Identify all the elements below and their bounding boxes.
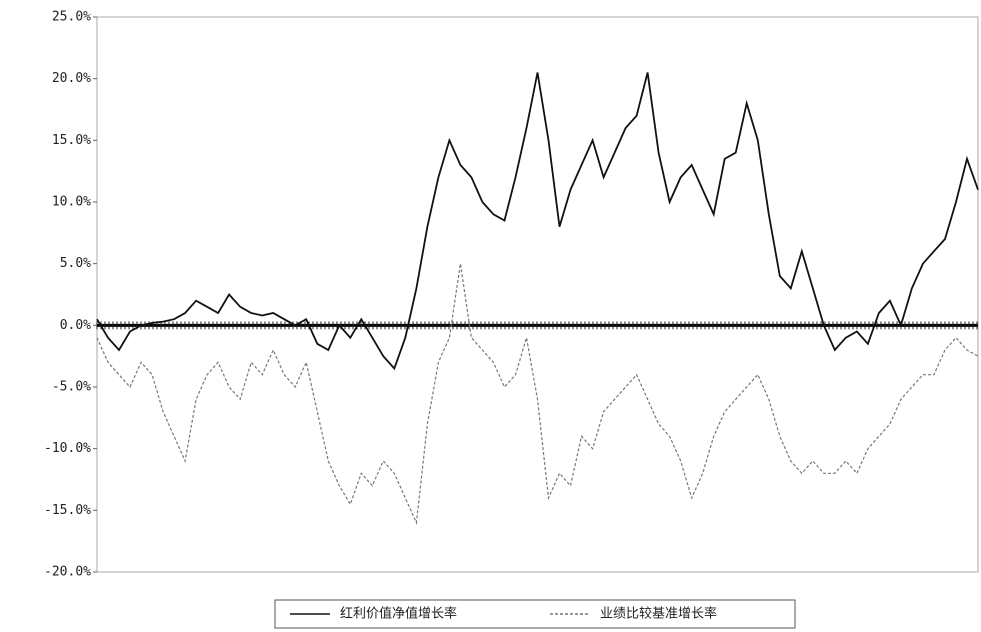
y-tick-label: 20.0% [52,71,91,86]
y-tick-label: 10.0% [52,195,91,210]
y-tick-label: 15.0% [52,133,91,148]
plot-frame [96,16,979,573]
y-tick-label: 5.0% [60,256,91,271]
y-tick-label: -20.0% [44,565,91,580]
legend-label: 业绩比较基准增长率 [600,606,717,622]
y-tick-label: 25.0% [52,10,91,25]
y-tick-label: -10.0% [44,441,91,456]
series-line [96,263,979,525]
legend-label: 红利价值净值增长率 [340,606,457,622]
legend-box [274,599,796,629]
y-tick-label: -5.0% [52,380,91,395]
y-tick-label: 0.0% [60,318,91,333]
series-line [96,72,979,371]
y-tick-label: -15.0% [44,503,91,518]
